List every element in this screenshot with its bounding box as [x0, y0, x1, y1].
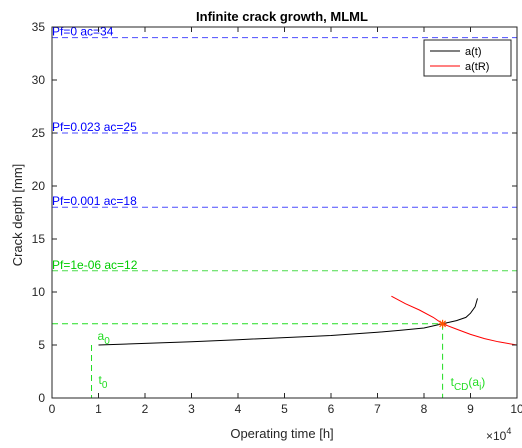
- tcd-label: tCD(ai): [451, 375, 486, 393]
- legend: a(t) a(tR): [423, 39, 512, 77]
- intersection-marker: [438, 319, 447, 328]
- series-line: [391, 295, 518, 346]
- x-multiplier-base: ×10: [486, 429, 507, 443]
- y-tick-label: 5: [38, 338, 45, 352]
- threshold-label: Pf=1e-06 ac=12: [52, 258, 138, 272]
- plot-area: [52, 27, 517, 398]
- t0-label: t0: [99, 373, 108, 391]
- x-tick-label: 3: [188, 402, 195, 416]
- x-tick-label: 1: [95, 402, 102, 416]
- x-tick-label: 8: [421, 402, 428, 416]
- y-axis-label: Crack depth [mm]: [10, 164, 25, 267]
- x-axis-multiplier: ×104: [486, 426, 511, 443]
- x-tick-label: 6: [328, 402, 335, 416]
- y-tick-label: 35: [32, 20, 46, 34]
- x-tick-label: 2: [142, 402, 149, 416]
- threshold-label: Pf=0.001 ac=18: [52, 194, 137, 208]
- intersection-star: [439, 320, 447, 328]
- y-tick-label: 25: [32, 126, 46, 140]
- x-tick-label: 0: [49, 402, 56, 416]
- y-axis-ticks: 0 5 10 15 20 25 30 35: [32, 20, 517, 405]
- x-axis-label: Operating time [h]: [230, 426, 333, 441]
- guide-lines: [52, 323, 444, 398]
- x-tick-label: 7: [374, 402, 381, 416]
- x-tick-label: 4: [235, 402, 242, 416]
- x-axis-ticks: 0 1 2 3 4 5 6 7 8 9 10: [49, 27, 522, 416]
- x-tick-label: 9: [467, 402, 474, 416]
- a0-label: a0: [98, 329, 111, 347]
- y-tick-label: 20: [32, 179, 46, 193]
- y-tick-label: 30: [32, 73, 46, 87]
- y-tick-label: 0: [38, 391, 45, 405]
- series-lines: [98, 295, 518, 346]
- legend-box: [423, 39, 512, 77]
- x-tick-label: 10: [510, 402, 522, 416]
- threshold-label: Pf=0.023 ac=25: [52, 120, 137, 134]
- chart-title: Infinite crack growth, MLML: [196, 9, 368, 24]
- x-multiplier-exp: 4: [506, 426, 511, 436]
- series-line: [98, 298, 478, 346]
- legend-label: a(t): [465, 46, 482, 58]
- annotations: a0 t0 tCD(ai): [98, 329, 486, 393]
- legend-label: a(tR): [465, 61, 489, 73]
- x-tick-label: 5: [281, 402, 288, 416]
- y-tick-label: 10: [32, 285, 46, 299]
- y-tick-label: 15: [32, 232, 46, 246]
